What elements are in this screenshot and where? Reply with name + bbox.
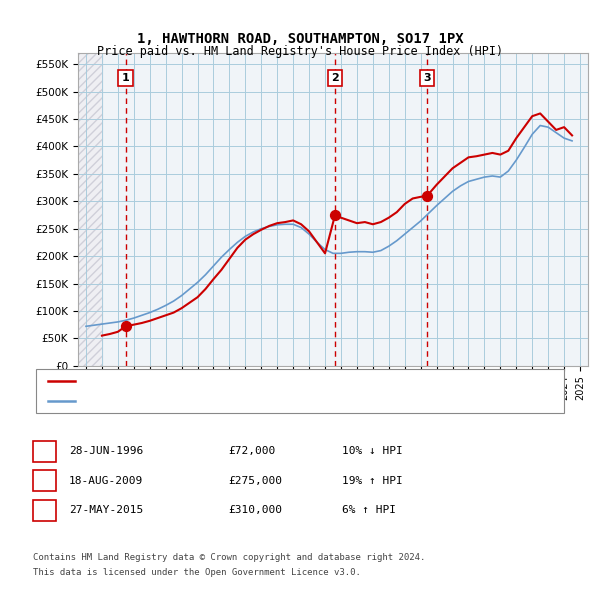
Text: This data is licensed under the Open Government Licence v3.0.: This data is licensed under the Open Gov… — [33, 568, 361, 577]
Text: 3: 3 — [41, 504, 48, 517]
Text: Price paid vs. HM Land Registry's House Price Index (HPI): Price paid vs. HM Land Registry's House … — [97, 45, 503, 58]
Point — [121, 322, 130, 331]
Text: £275,000: £275,000 — [228, 476, 282, 486]
Text: HPI: Average price, detached house, Southampton: HPI: Average price, detached house, Sout… — [81, 396, 375, 405]
Text: 2: 2 — [331, 73, 339, 83]
Text: 6% ↑ HPI: 6% ↑ HPI — [342, 506, 396, 515]
Text: 18-AUG-2009: 18-AUG-2009 — [69, 476, 143, 486]
Text: 28-JUN-1996: 28-JUN-1996 — [69, 447, 143, 456]
Text: 1, HAWTHORN ROAD, SOUTHAMPTON, SO17 1PX: 1, HAWTHORN ROAD, SOUTHAMPTON, SO17 1PX — [137, 32, 463, 47]
Point — [330, 210, 340, 219]
Text: 2: 2 — [41, 474, 48, 487]
Text: 27-MAY-2015: 27-MAY-2015 — [69, 506, 143, 515]
Text: Contains HM Land Registry data © Crown copyright and database right 2024.: Contains HM Land Registry data © Crown c… — [33, 553, 425, 562]
Text: 19% ↑ HPI: 19% ↑ HPI — [342, 476, 403, 486]
Text: 1: 1 — [41, 445, 48, 458]
Text: £72,000: £72,000 — [228, 447, 275, 456]
Text: 1: 1 — [122, 73, 130, 83]
Bar — [78, 53, 102, 366]
Text: 10% ↓ HPI: 10% ↓ HPI — [342, 447, 403, 456]
Text: 1, HAWTHORN ROAD, SOUTHAMPTON, SO17 1PX (detached house): 1, HAWTHORN ROAD, SOUTHAMPTON, SO17 1PX … — [81, 376, 431, 386]
Point — [422, 191, 432, 201]
Text: £310,000: £310,000 — [228, 506, 282, 515]
Text: 3: 3 — [424, 73, 431, 83]
